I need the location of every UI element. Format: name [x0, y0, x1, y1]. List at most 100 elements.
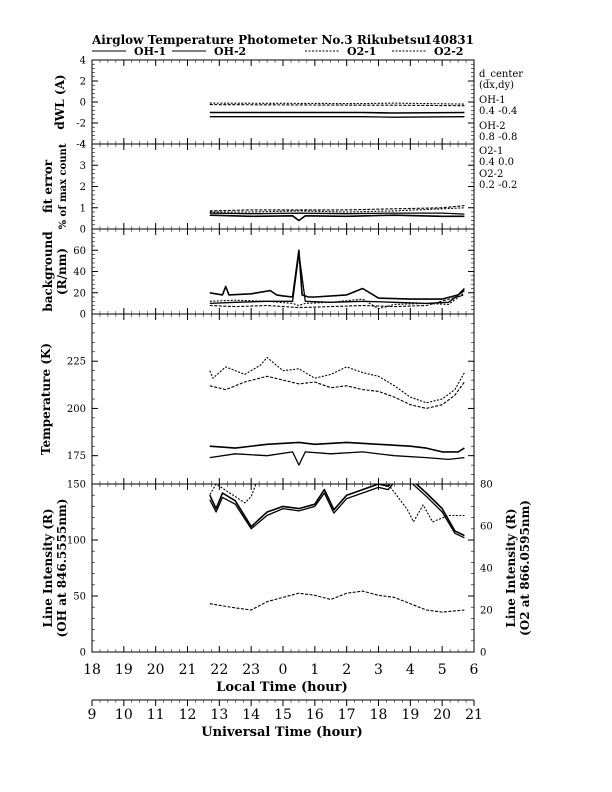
x-tick-label: 4	[406, 662, 415, 678]
ut-tick-label: 14	[242, 707, 260, 723]
y-axis-label: dWL (A)	[53, 74, 67, 129]
x-tick-label: 21	[179, 662, 197, 678]
annotation-value-oh-1: 0.4 -0.4	[479, 106, 517, 117]
series-line-temp-o2-1	[209, 356, 465, 404]
y-axis-label: fit error	[41, 159, 55, 213]
annotation-header: d_center	[479, 69, 523, 80]
series-line-dwl-oh-1	[209, 111, 465, 114]
y-tick-label: 1	[80, 203, 86, 214]
ut-tick-label: 18	[370, 707, 388, 723]
local-time-axis: 18 19 20 21 22 23 0 1 2 3 4 5 6	[83, 662, 478, 678]
x-tick-label: 22	[210, 662, 228, 678]
x-tick-label: 0	[279, 662, 288, 678]
x-tick-label: 5	[438, 662, 447, 678]
series-line-int-oh-1	[209, 484, 465, 537]
series-line-fit-o2-1	[209, 207, 465, 213]
panel-dwl: -4 -2 0 2 4 dWL (A)	[53, 56, 475, 151]
y-tick-label: 100	[67, 536, 86, 547]
y-axis-label-sub: (OH at 846.5555nm)	[55, 499, 69, 638]
ut-tick-label: 13	[210, 707, 228, 723]
panel-frame	[91, 313, 475, 485]
annotation-value-oh-2: 0.8 -0.8	[479, 132, 517, 143]
series-line-temp-oh-1	[209, 441, 465, 453]
series-line-dwl-o2-1	[209, 102, 465, 105]
plot-panels: -4 -2 0 2 4 dWL (A) 0 1 2 3 4 fit error% of max cou…	[39, 56, 532, 659]
y-tick-label: 150	[67, 480, 86, 491]
ut-tick-label: 12	[179, 707, 197, 723]
y-tick-label: 0	[80, 310, 86, 321]
x-tick-label: 23	[242, 662, 260, 678]
y-right-tick-label: 20	[480, 606, 493, 617]
y-tick-label: -4	[76, 140, 86, 151]
y-tick-label: 50	[73, 592, 86, 603]
series-line-int-o2-1	[209, 484, 465, 523]
y-right-tick-label: 80	[480, 480, 493, 491]
series-line-bg-oh-1	[209, 249, 465, 300]
y-tick-label: -2	[76, 119, 86, 130]
ut-tick-label: 17	[338, 707, 356, 723]
series-line-dwl-o2-2	[209, 104, 465, 107]
panel-frame	[91, 59, 475, 145]
y-right-tick-label: 0	[480, 648, 486, 659]
y-tick-label: 20	[73, 288, 86, 299]
y-tick-label: 200	[67, 404, 86, 415]
y-tick-label: 0	[80, 225, 86, 236]
legend-label-oh-1: OH-1	[134, 45, 166, 58]
legend-label-o2-2: O2-2	[434, 45, 463, 58]
local-time-label: Local Time (hour)	[216, 680, 348, 695]
ut-tick-label: 15	[274, 707, 292, 723]
ut-tick-label: 9	[88, 707, 97, 723]
legend-label-oh-2: OH-2	[214, 45, 246, 58]
y-axis-label-sub: % of max count	[58, 143, 69, 229]
y-tick-label: 4	[80, 56, 86, 67]
x-tick-label: 2	[342, 662, 351, 678]
annotation-name-o2-2: O2-2	[479, 169, 503, 180]
series-line-int-o2-2	[209, 590, 465, 613]
x-tick-label: 3	[374, 662, 383, 678]
series-line-temp-oh-2	[209, 451, 465, 466]
series-line-bg-o2-1	[209, 292, 465, 310]
universal-time-axis: 9 10 11 12 13 14 15 16 17 18 19 20 21	[88, 699, 483, 723]
ut-tick-label: 20	[433, 707, 451, 723]
y-tick-label: 2	[80, 182, 86, 193]
y-axis-label: Line Intensity (R)	[41, 508, 55, 627]
ut-tick-label: 16	[306, 707, 324, 723]
x-tick-label: 1	[310, 662, 319, 678]
y-axis-label: background	[41, 231, 55, 312]
y-tick-label: 175	[67, 451, 86, 462]
x-tick-label: 18	[83, 662, 101, 678]
y-tick-label: 4	[80, 140, 86, 151]
panel-bg: 0 20 40 60 background (R/nm)	[41, 228, 475, 321]
series-line-bg-o2-2	[209, 294, 465, 309]
x-tick-label: 19	[115, 662, 133, 678]
annotation-header-sub: (dx,dy)	[479, 80, 514, 91]
y-tick-label: 40	[73, 267, 86, 278]
universal-time-label: Universal Time (hour)	[201, 725, 363, 740]
annotation-name-o2-1: O2-1	[479, 146, 503, 157]
x-tick-label: 6	[470, 662, 479, 678]
panel-temp: 175 200 225 Temperature (K)	[39, 313, 475, 485]
y-right-axis-label: Line Intensity (R)	[504, 508, 518, 627]
series-line-dwl-oh-2	[209, 116, 465, 118]
ut-tick-label: 21	[465, 707, 483, 723]
annotation-value-o2-2: 0.2 -0.2	[479, 180, 517, 191]
annotation-name-oh-1: OH-1	[479, 95, 506, 106]
y-tick-label: 2	[80, 77, 86, 88]
series-line-fit-oh-2	[209, 212, 465, 215]
chart-title: Airglow Temperature Photometer No.3 Riku…	[91, 33, 426, 47]
ut-tick-label: 10	[115, 707, 133, 723]
series-line-temp-o2-2	[209, 375, 465, 409]
series-line-int-oh-2	[209, 484, 465, 539]
series-line-fit-oh-1	[209, 214, 465, 222]
x-tick-label: 20	[147, 662, 165, 678]
y-right-tick-label: 60	[480, 522, 493, 533]
series-line-fit-o2-2	[209, 205, 465, 212]
dcenter-annotations: d_center(dx,dy) OH-10.4 -0.4 OH-20.8 -0.8 O…	[479, 69, 523, 191]
y-axis-label: Temperature (K)	[39, 343, 53, 455]
panel-fit: 0 1 2 3 4 fit error% of max count	[41, 140, 475, 236]
y-right-tick-label: 40	[480, 564, 493, 575]
ut-tick-label: 19	[401, 707, 419, 723]
ut-tick-label: 11	[147, 707, 165, 723]
y-tick-label: 0	[80, 648, 86, 659]
